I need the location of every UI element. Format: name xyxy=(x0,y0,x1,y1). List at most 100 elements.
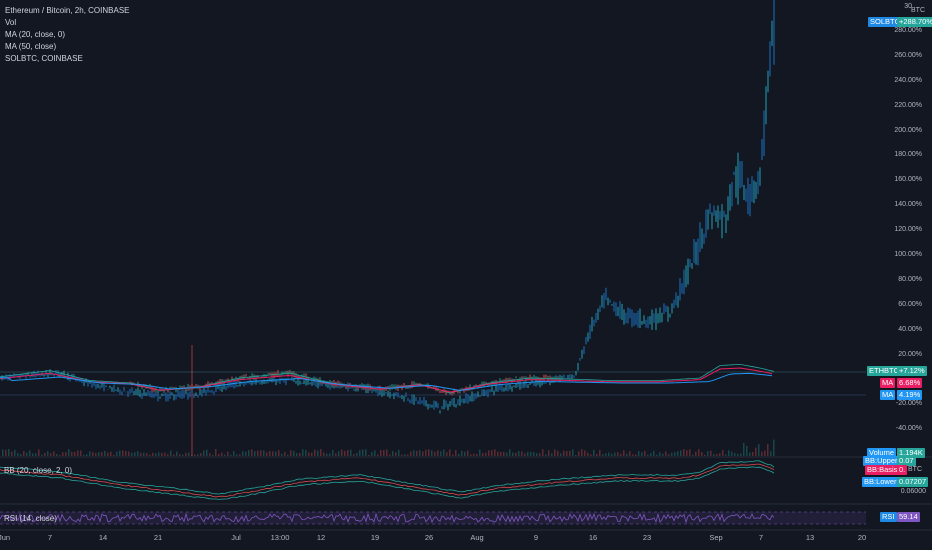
volume-bar xyxy=(395,452,397,456)
legend-compare[interactable]: SOLBTC, COINBASE xyxy=(5,54,83,63)
volume-bar xyxy=(89,451,91,456)
time-axis-label: 20 xyxy=(857,533,867,542)
volume-bar xyxy=(470,454,472,456)
volume-bar xyxy=(71,451,73,456)
volume-bar xyxy=(575,454,577,456)
volume-bar xyxy=(122,450,124,456)
volume-bar xyxy=(767,444,769,456)
volume-bar xyxy=(35,453,37,456)
volume-bar xyxy=(212,454,214,456)
volume-bar xyxy=(713,454,715,456)
volume-bar xyxy=(281,453,283,456)
volume-bar xyxy=(761,451,763,456)
bb-axis-low-label: 0.06000 xyxy=(900,488,926,495)
bb-basis-value-tag: 0. xyxy=(897,465,908,475)
rsi-value-tag: 59.14 xyxy=(897,512,920,522)
bb-lower-value-tag: 0.07207 xyxy=(897,477,929,487)
volume-bar xyxy=(263,450,265,456)
bb-basis-line xyxy=(0,463,775,498)
volume-bar xyxy=(503,451,505,456)
volume-bar xyxy=(515,452,517,456)
volume-bar xyxy=(191,454,193,456)
volume-bar xyxy=(617,452,619,456)
volume-bar xyxy=(698,449,700,456)
volume-bar xyxy=(92,451,94,456)
volume-bar xyxy=(413,450,415,456)
volume-bar xyxy=(644,450,646,456)
legend-ma20[interactable]: MA (20, close, 0) xyxy=(5,30,66,39)
volume-bar xyxy=(299,453,301,456)
volume-bar xyxy=(656,454,658,456)
volume-bar xyxy=(143,452,145,456)
volume-bar xyxy=(83,454,85,456)
volume-bar xyxy=(290,450,292,456)
volume-bar xyxy=(392,450,394,456)
price-axis-label: -20.00% xyxy=(895,400,922,408)
volume-bar xyxy=(254,451,256,456)
price-axis-label: 200.00% xyxy=(894,126,922,134)
volume-bar xyxy=(74,451,76,456)
rsi-pane-title[interactable]: RSI (14, close) xyxy=(4,514,57,523)
solbtc-value-tag: +288.70% xyxy=(897,17,932,27)
volume-bar xyxy=(671,452,673,456)
volume-bar xyxy=(434,451,436,456)
time-axis-label: 9 xyxy=(533,533,539,542)
volume-bar xyxy=(197,454,199,456)
volume-bar xyxy=(692,454,694,456)
ma20-name-tag: MA xyxy=(880,378,896,388)
volume-bar xyxy=(521,451,523,456)
volume-bar xyxy=(38,449,40,456)
volume-bar xyxy=(266,452,268,456)
volume-bar xyxy=(488,450,490,456)
volume-bar xyxy=(710,450,712,456)
volume-bar xyxy=(707,451,709,456)
volume-bar xyxy=(539,453,541,456)
volume-bar xyxy=(749,452,751,456)
time-axis-label: 7 xyxy=(47,533,53,542)
volume-bar xyxy=(407,454,409,456)
legend-volume[interactable]: Vol xyxy=(5,18,17,27)
bb-pane-title[interactable]: BB (20, close, 2, 0) xyxy=(4,466,73,475)
volume-bar xyxy=(242,451,244,456)
volume-bar xyxy=(287,454,289,456)
volume-bar xyxy=(215,449,217,456)
volume-bar xyxy=(380,450,382,456)
ethbtc-value-tag: +7.12% xyxy=(897,366,927,376)
volume-bar xyxy=(164,452,166,456)
price-axis-label: 260.00% xyxy=(894,51,922,59)
volume-bar xyxy=(41,454,43,456)
volume-bar xyxy=(662,453,664,456)
legend-symbol[interactable]: Ethereum / Bitcoin, 2h, COINBASE xyxy=(5,6,130,15)
volume-bar xyxy=(338,451,340,456)
volume-bar xyxy=(623,450,625,456)
volume-bar xyxy=(356,452,358,456)
volume-bar xyxy=(110,451,112,456)
price-axis-label: 280.00% xyxy=(894,26,922,34)
volume-bar xyxy=(545,454,547,456)
volume-bar xyxy=(455,450,457,456)
volume-bar xyxy=(167,454,169,456)
volume-bar xyxy=(353,454,355,456)
rsi-name-tag: RSI xyxy=(880,512,897,522)
volume-bar xyxy=(305,450,307,456)
volume-bar xyxy=(140,452,142,456)
price-axis-label: 160.00% xyxy=(894,176,922,184)
volume-bar xyxy=(506,452,508,456)
volume-bar xyxy=(257,450,259,456)
volume-bar xyxy=(551,453,553,456)
volume-bar xyxy=(428,449,430,456)
bb-basis-name-tag: BB:Basis xyxy=(865,465,900,475)
volume-bar xyxy=(482,453,484,456)
time-axis-label: 13 xyxy=(805,533,815,542)
ma50-name-tag: MA xyxy=(880,390,896,400)
volume-bar xyxy=(14,449,16,456)
volume-bar xyxy=(53,451,55,456)
price-axis-label: 180.00% xyxy=(894,151,922,159)
axis-top-partial: 30 xyxy=(904,3,912,10)
volume-bar xyxy=(536,453,538,456)
volume-bar xyxy=(47,451,49,456)
volume-bar xyxy=(251,449,253,456)
legend-ma50[interactable]: MA (50, close) xyxy=(5,42,57,51)
